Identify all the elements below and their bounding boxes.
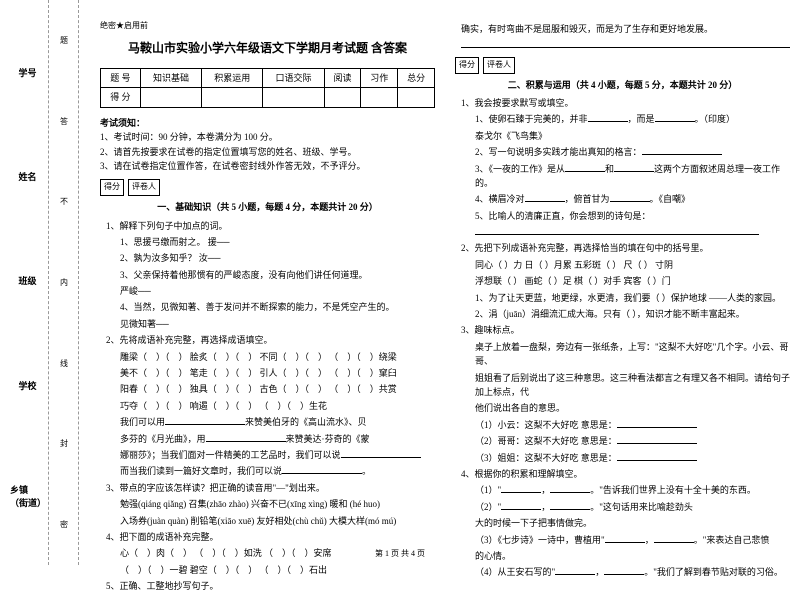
- c2q1e-line: 2、写一句说明多实践才能出真知的格言：: [461, 145, 790, 159]
- c2q2: 2、先把下列成语补充完整，再选择恰当的填在句中的括号里。: [461, 241, 790, 255]
- q2b: 美不（ ）（ ） 笔走（ ）（ ） 引人（ ）（ ） （ ）（ ）窠臼: [106, 366, 435, 380]
- c2q1f-line: 3、《一夜的工作》是从和这两个方面叙述周总理一夜工作的。: [461, 162, 790, 191]
- notice-title: 考试须知：: [100, 116, 435, 130]
- th-oral: 口语交际: [263, 68, 324, 87]
- c2q3d-line: （1）小云：这梨不大好吃 意思是：: [461, 418, 790, 432]
- q2g-line: 多芬的《月光曲》，用来赞美达·芬奇的《蒙: [106, 432, 435, 446]
- label-class: 班级: [18, 274, 36, 287]
- q2a: 雕梁（ ）（ ） 脍炙（ ）（ ） 不同（ ）（ ） （ ）（ ）绕梁: [106, 350, 435, 364]
- q1d: 严峻──: [106, 284, 435, 298]
- c2q1l-blank: [461, 225, 790, 239]
- c2q4h-line: （3）《七步诗》一诗中，曹植用"，。"来表达自己悲愤: [461, 533, 790, 547]
- label-school: 学校: [18, 379, 36, 392]
- seal-char-4: 内: [60, 277, 68, 288]
- section-1-title: 一、基础知识（共 5 小题，每题 4 分，本题共计 20 分）: [100, 200, 435, 214]
- score-table: 题 号 知识基础 积累运用 口语交际 阅读 习作 总分 得 分: [100, 68, 435, 108]
- main-content: 绝密★启用前 马鞍山市实验小学六年级语文下学期月考试题 含答案 题 号 知识基础…: [50, 20, 790, 555]
- col2-top: 确实，有时弯曲不是屈服和毁灭，而是为了生存和更好地发展。: [461, 22, 790, 36]
- q1f: 见微知著──: [106, 317, 435, 331]
- c2q2c: 1、为了让天更蓝，地更绿，水更清，我们要（ ）保护地球 ——人类的家园。: [461, 291, 790, 305]
- c2q2b: 浮想联（ ） 画蛇（ ）足 棋（ ）对手 宾客（ ）门: [461, 274, 790, 288]
- q2i-line: 娜丽莎》；当我们面对一件精美的工艺品时，我们可以说: [106, 448, 435, 462]
- q1a: 1、思援弓缴而射之。 援──: [106, 235, 435, 249]
- seal-char-3: 不: [60, 196, 68, 207]
- score-box-2: 得分: [455, 57, 479, 74]
- c2q4d-line: （2）"，。"这句话用来比喻趁劲头: [461, 500, 790, 514]
- c2q4l-line: （4）从王安石写的"，。"我们了解到春节贴对联的习俗。: [461, 565, 790, 579]
- table-row: 题 号 知识基础 积累运用 口语交际 阅读 习作 总分: [101, 68, 435, 87]
- seal-text-column: 题 答 不 内 线 封 密: [60, 0, 68, 565]
- c2q3a: 桌子上放着一盘梨，旁边有一张纸条，上写："这梨不大好吃"几个字。小云、哥哥、: [461, 340, 790, 369]
- q1: 1、解释下列句子中加点的词。: [106, 219, 435, 233]
- secret-label: 绝密★启用前: [100, 20, 435, 33]
- q1e: 4、当然，见微知著、善于发问并不断探索的能力，不是凭空产生的。: [106, 300, 435, 314]
- c2q3e-line: （2）哥哥：这梨不大好吃 意思是：: [461, 434, 790, 448]
- label-name: 姓名: [18, 170, 36, 183]
- seal-char-1: 题: [60, 35, 68, 46]
- th-accum: 积累运用: [202, 68, 263, 87]
- c2q1a-line: 1、使卵石臻于完美的，并非，而是。（印度）: [461, 112, 790, 126]
- th-total: 总分: [398, 68, 435, 87]
- reviewer-box-2: 评卷人: [483, 57, 515, 74]
- q5: 5、正确、工整地抄写句子。: [106, 579, 435, 593]
- q1b: 2、孰为汝多知乎？ 汝──: [106, 251, 435, 265]
- q2: 2、先将成语补充完整，再选择成语填空。: [106, 333, 435, 347]
- c2q4g: 大的时候一下子把事情做完。: [461, 516, 790, 530]
- th-write: 习作: [361, 68, 398, 87]
- th-basic: 知识基础: [140, 68, 201, 87]
- scorer-row-2: 得分 评卷人: [455, 57, 790, 74]
- q3a: 勉强(qiáng qiǎng) 召集(zhāo zhào) 兴奋不已(xīng …: [106, 497, 435, 511]
- label-township: 乡镇（街道）: [10, 483, 45, 509]
- notice-block: 考试须知： 1、考试时间：90 分钟，本卷满分为 100 分。 2、请首先按要求…: [100, 116, 435, 174]
- c2q1: 1、我会按要求默写或填空。: [461, 96, 790, 110]
- q2d: 巧夺（ ）（ ） 响遏（ ）（ ） （ ）（ ）生花: [106, 399, 435, 413]
- seal-line-1: [48, 0, 49, 565]
- c2q4k: 的心情。: [461, 549, 790, 563]
- exam-title: 马鞍山市实验小学六年级语文下学期月考试题 含答案: [100, 39, 435, 58]
- q3: 3、带点的字应该怎样读？把正确的读音用"—"划出来。: [106, 481, 435, 495]
- q4: 4、把下面的成语补充完整。: [106, 530, 435, 544]
- th-read: 阅读: [324, 68, 361, 87]
- seal-char-6: 封: [60, 438, 68, 449]
- copy-line: [461, 38, 790, 52]
- scorer-row: 得分 评卷人: [100, 179, 435, 196]
- c2q4: 4、根据你的积累和理解填空。: [461, 467, 790, 481]
- reviewer-box: 评卷人: [128, 179, 160, 196]
- c2q2a: 同心（ ）力 日（ ）月累 五彩斑（ ） 尺（ ） 寸阴: [461, 258, 790, 272]
- section-2-title: 二、积累与运用（共 4 小题，每题 5 分，本题共计 20 分）: [455, 78, 790, 92]
- seal-char-7: 密: [60, 519, 68, 530]
- c2q3: 3、趣味标点。: [461, 323, 790, 337]
- notice-2: 2、请首先按要求在试卷的指定位置填写您的姓名、班级、学号。: [100, 145, 435, 159]
- td-score: 得 分: [101, 88, 141, 107]
- c2q3f-line: （3）姐姐：这梨不大好吃 意思是：: [461, 451, 790, 465]
- q2c: 阳春（ ）（ ） 独具（ ）（ ） 古色（ ）（ ） （ ）（ ）共赏: [106, 382, 435, 396]
- th-num: 题 号: [101, 68, 141, 87]
- c2q3c: 他们说出各自的意思。: [461, 401, 790, 415]
- page-footer: 第 1 页 共 4 页: [375, 548, 425, 559]
- c2q4a-line: （1）"，。"告诉我们世界上没有十全十美的东西。: [461, 483, 790, 497]
- label-student-id: 学号: [18, 66, 36, 79]
- seal-char-5: 线: [60, 358, 68, 369]
- q3b: 入场券(juàn quàn) 削铅笔(xiāo xuē) 友好相处(chù ch…: [106, 514, 435, 528]
- notice-3: 3、请在试卷指定位置作答，在试卷密封线外作答无效，不予评分。: [100, 159, 435, 173]
- c2q2d: 2、涓（juān）涓细流汇成大海。只有（ ），知识才能不断丰富起来。: [461, 307, 790, 321]
- right-column: 确实，有时弯曲不是屈服和毁灭，而是为了生存和更好地发展。 得分 评卷人 二、积累…: [455, 20, 790, 555]
- c2q1d: 泰戈尔《飞鸟集》: [461, 129, 790, 143]
- left-column: 绝密★启用前 马鞍山市实验小学六年级语文下学期月考试题 含答案 题 号 知识基础…: [100, 20, 435, 555]
- q1c: 3、父亲保持着他那惯有的严峻态度，没有向他们讲任何道理。: [106, 268, 435, 282]
- c2q1i-line: 4、横眉冷对，俯首甘为。《自嘲》: [461, 192, 790, 206]
- seal-char-2: 答: [60, 116, 68, 127]
- side-binding-labels: 学号 姓名 班级 学校 乡镇（街道）: [10, 20, 50, 555]
- q2j-line: 而当我们读到一篇好文章时，我们可以说。: [106, 464, 435, 478]
- c2q3b: 姐姐看了后别说出了这三种意思。这三种看法都言之有理又各不相同。请给句子加上标点，…: [461, 371, 790, 400]
- notice-1: 1、考试时间：90 分钟，本卷满分为 100 分。: [100, 130, 435, 144]
- seal-line-2: [78, 0, 79, 565]
- score-box: 得分: [100, 179, 124, 196]
- c2q1l-line: 5、比喻人的清廉正直，你会想到的诗句是：: [461, 209, 790, 223]
- q2e-line: 我们可以用来赞美伯牙的《高山流水》、贝: [106, 415, 435, 429]
- table-row: 得 分: [101, 88, 435, 107]
